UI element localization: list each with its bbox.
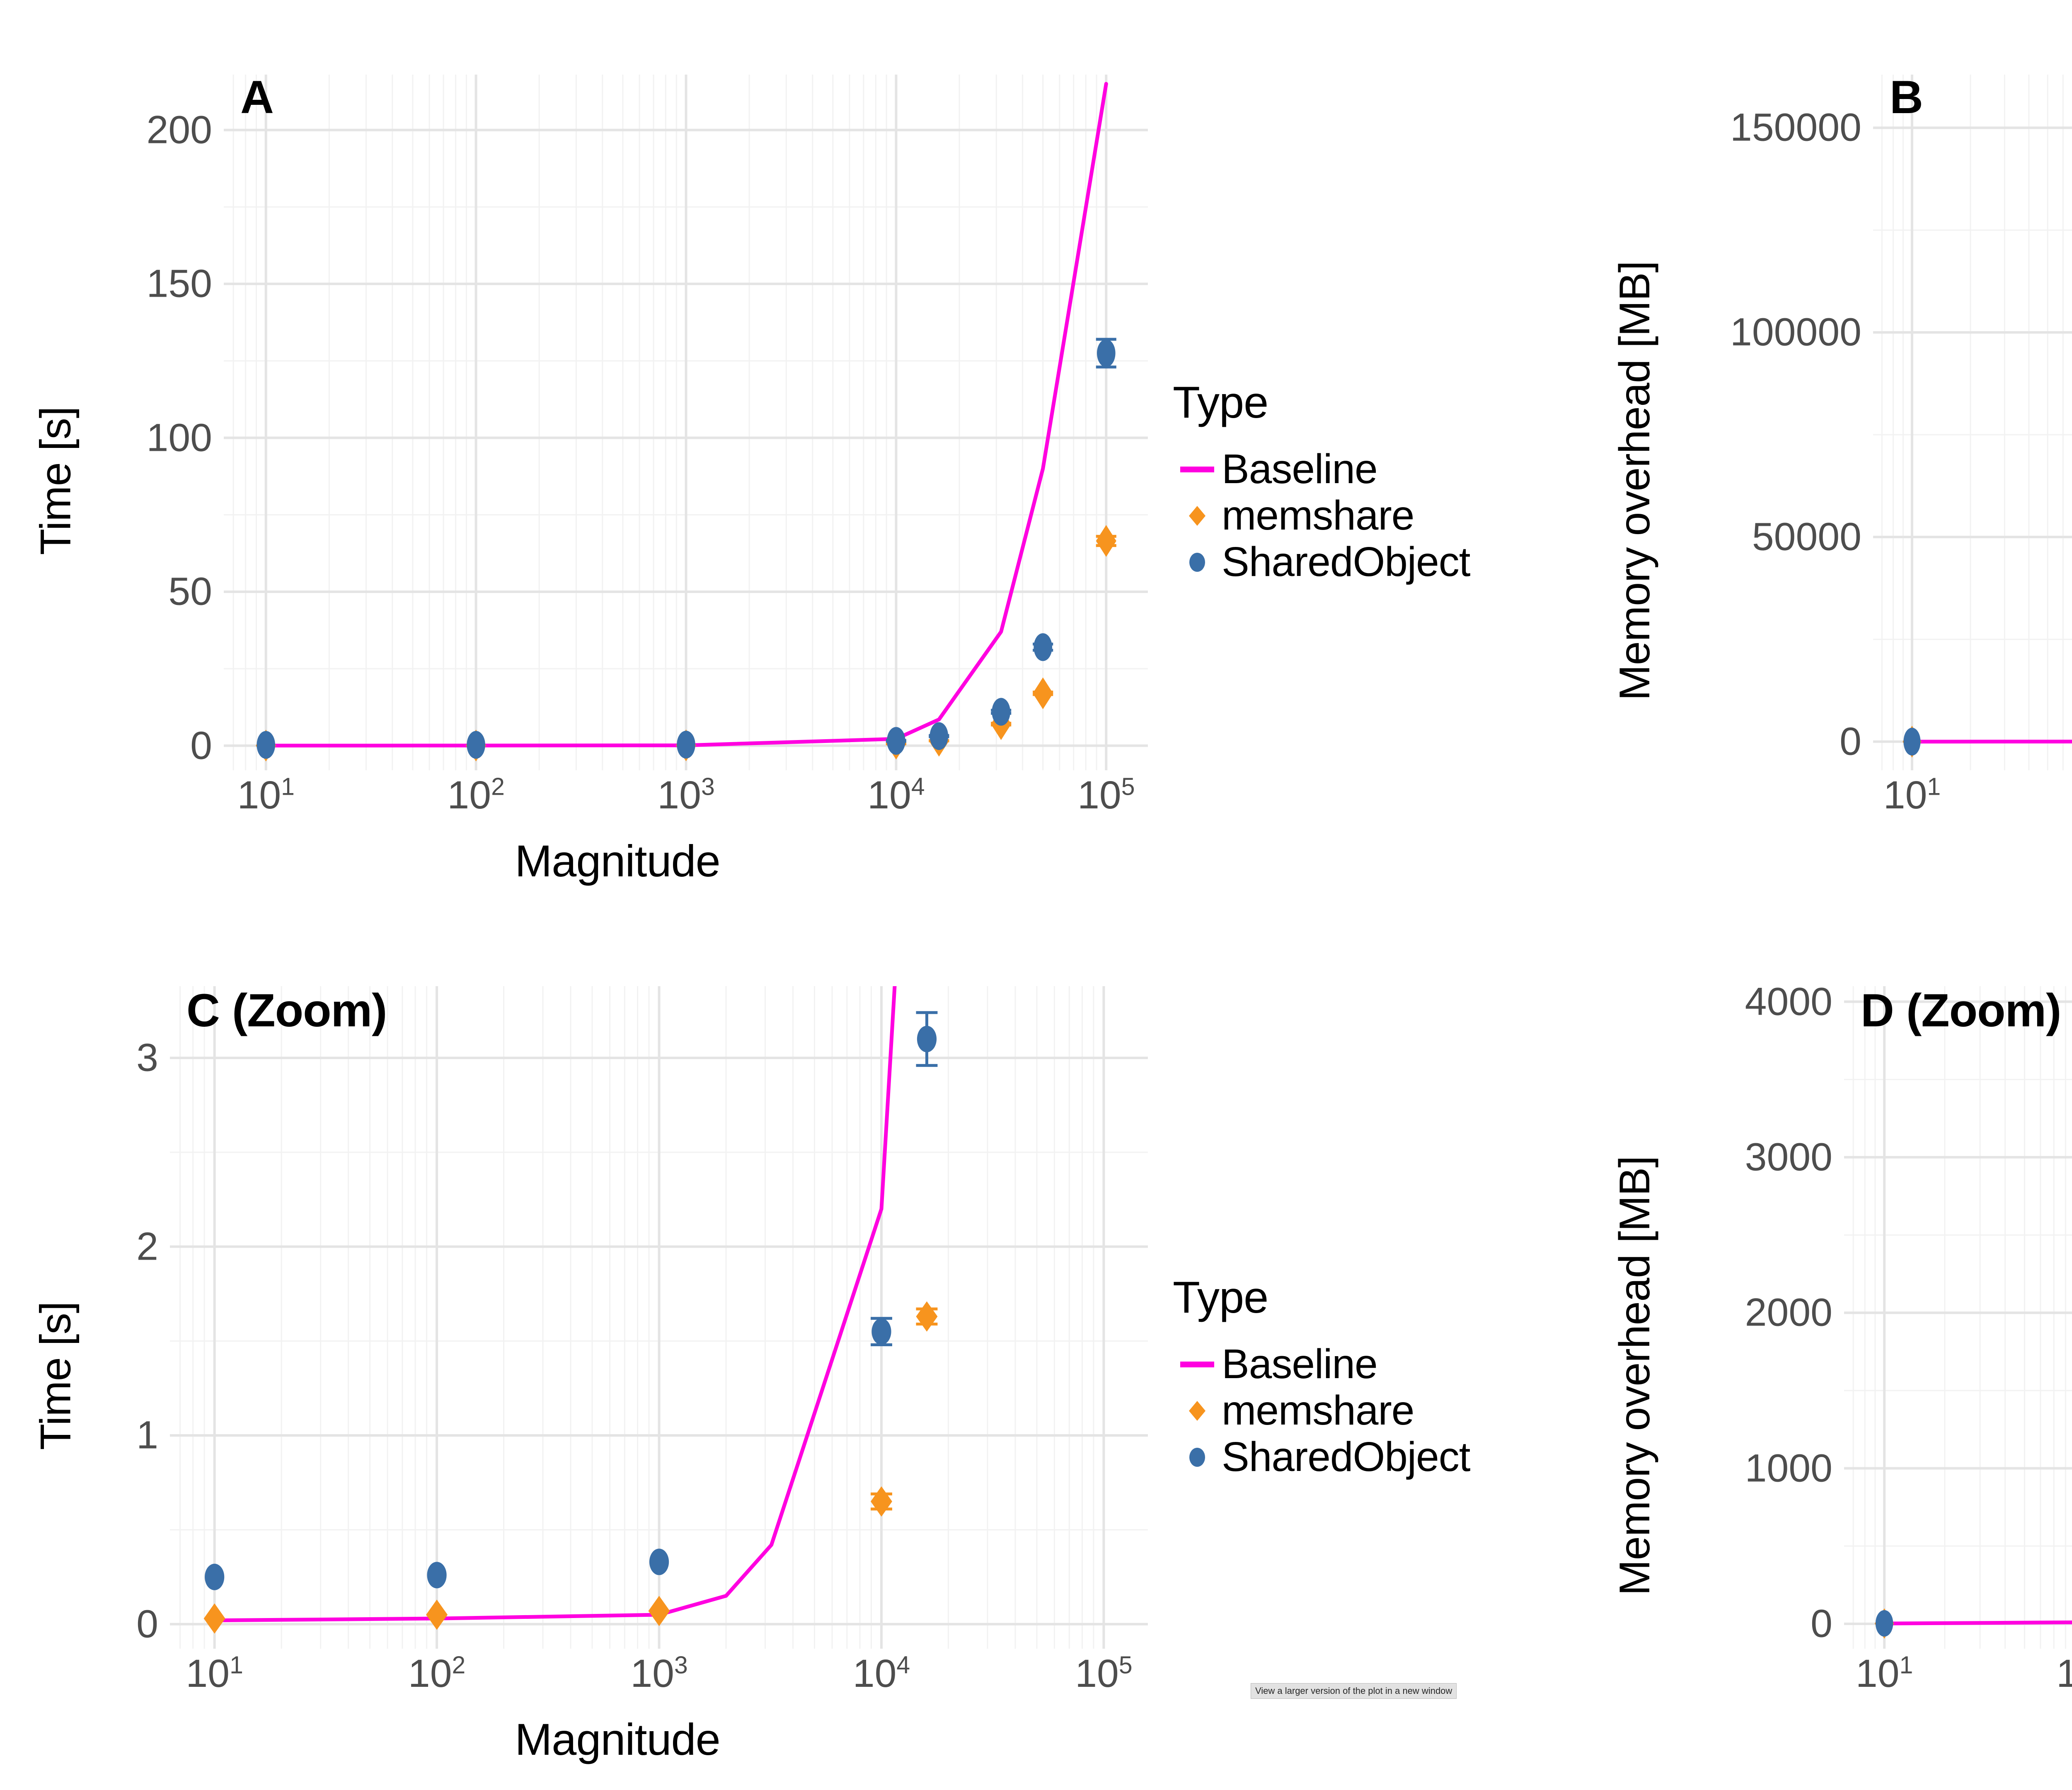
y-tick-label: 100000	[1730, 310, 1861, 354]
y-tick-label: 50	[168, 569, 212, 614]
y-tick-label: 2000	[1745, 1290, 1832, 1335]
legend-item-memshare[interactable]: memshare	[1173, 492, 1587, 539]
x-tick-label: 101	[186, 1652, 243, 1696]
legend-item-label: SharedObject	[1222, 539, 1470, 585]
legend-item-label: Baseline	[1222, 1341, 1378, 1387]
legend-item-sharedobject[interactable]: SharedObject	[1173, 1434, 1587, 1480]
panel-a-tag: A	[240, 71, 274, 123]
x-tick-label: 101	[1855, 1652, 1913, 1696]
x-tick-label: 103	[630, 1652, 688, 1696]
legend-diamond-key-icon	[1173, 493, 1222, 539]
panel-a-x-ticks: 101 102 103 104 105	[87, 770, 1148, 828]
legend-diamond-key-icon	[1173, 1388, 1222, 1434]
legend-item-memshare[interactable]: memshare	[1173, 1387, 1587, 1434]
panel-c-x-axis-label: Magnitude	[515, 1714, 720, 1764]
panel-b-tag: B	[1890, 71, 1923, 123]
y-tick-label: 0	[190, 723, 212, 768]
x-tick-label: 101	[237, 773, 295, 817]
legend-item-label: memshare	[1222, 1387, 1414, 1434]
y-tick-label: 150000	[1730, 105, 1861, 150]
panel-c-y-axis-label: Time [s]	[31, 1301, 80, 1450]
x-tick-label: 105	[1075, 1652, 1133, 1696]
legend-title: Type	[1173, 377, 1268, 427]
panel-a-plot-area[interactable]: A	[224, 71, 1148, 770]
legend-circle-key-icon	[1173, 539, 1222, 585]
legend-circle-key-icon	[1173, 1434, 1222, 1480]
panel-a-y-axis-label: Time [s]	[31, 406, 80, 555]
panel-d: Memory overhead [MB] 0 1000 2000 3000 4000 D…	[1604, 980, 2072, 1765]
legend-item-label: Baseline	[1222, 446, 1378, 492]
x-tick-label: 105	[1077, 773, 1135, 817]
y-tick-label: 3000	[1745, 1135, 1832, 1179]
x-tick-label: 102	[408, 1652, 466, 1696]
panel-c-x-ticks: 101 102 103 104 105	[87, 1649, 1148, 1707]
y-tick-label: 0	[1840, 719, 1861, 764]
y-tick-label: 0	[1811, 1601, 1832, 1646]
x-tick-label: 101	[1883, 773, 1941, 817]
x-tick-label: 102	[2056, 1652, 2072, 1696]
y-tick-label: 50000	[1752, 515, 1861, 559]
y-tick-label: 4000	[1745, 980, 1832, 1024]
panel-b-y-axis-label: Memory overhead [MB]	[1610, 261, 1659, 701]
panel-b: Memory overhead [MB] 0 50000 100000 150000 …	[1604, 71, 2072, 887]
panel-a: Time [s] 0 50 100 150 200 A 101 102 103 104 105 …	[25, 71, 1542, 887]
y-tick-label: 2	[136, 1224, 158, 1269]
panel-a-x-axis-label: Magnitude	[515, 836, 720, 886]
legend-line-key-icon	[1173, 1341, 1222, 1388]
panel-a-legend: Type Baseline memshare SharedObject	[1148, 75, 1587, 887]
panel-c-plot-area[interactable]: C (Zoom)	[170, 984, 1148, 1649]
x-tick-label: 103	[657, 773, 715, 817]
legend-item-baseline[interactable]: Baseline	[1173, 446, 1587, 493]
x-tick-label: 104	[867, 773, 925, 817]
legend-title: Type	[1173, 1272, 1268, 1322]
panel-d-plot-area[interactable]: D (Zoom)	[1844, 984, 2072, 1649]
panel-c-legend: Type Baseline memshare SharedObject	[1148, 986, 1587, 1765]
y-tick-label: 150	[146, 261, 212, 306]
panel-d-y-ticks: 0 1000 2000 3000 4000	[1666, 980, 1844, 1649]
panel-c-y-ticks: 0 1 2 3	[87, 986, 170, 1649]
x-tick-label: 102	[447, 773, 505, 817]
panel-b-y-ticks: 0 50000 100000 150000	[1666, 75, 1873, 770]
panel-b-x-axis-label: Magnitude	[1666, 828, 2072, 887]
y-tick-label: 0	[136, 1602, 158, 1646]
legend-item-sharedobject[interactable]: SharedObject	[1173, 539, 1587, 585]
y-tick-label: 1000	[1745, 1446, 1832, 1490]
y-tick-label: 1	[136, 1413, 158, 1457]
view-larger-plot-button[interactable]: View a larger version of the plot in a n…	[1251, 1683, 1457, 1699]
legend-item-label: memshare	[1222, 492, 1414, 539]
panel-d-y-axis-label: Memory overhead [MB]	[1610, 1156, 1659, 1596]
y-tick-label: 100	[146, 416, 212, 460]
y-tick-label: 200	[146, 108, 212, 152]
panel-d-x-axis-label: Magnitude	[1666, 1707, 2072, 1765]
panel-c: Time [s] 0 1 2 3 C (Zoom) 101 102 103 104 105 M…	[25, 984, 1542, 1765]
panel-c-tag: C (Zoom)	[186, 984, 387, 1036]
legend-item-baseline[interactable]: Baseline	[1173, 1341, 1587, 1388]
panel-a-y-ticks: 0 50 100 150 200	[87, 75, 224, 770]
legend-item-label: SharedObject	[1222, 1434, 1470, 1480]
legend-line-key-icon	[1173, 446, 1222, 493]
panel-d-tag: D (Zoom)	[1861, 984, 2061, 1036]
y-tick-label: 3	[136, 1035, 158, 1080]
panel-b-plot-area[interactable]: B	[1873, 71, 2072, 770]
x-tick-label: 104	[852, 1652, 910, 1696]
